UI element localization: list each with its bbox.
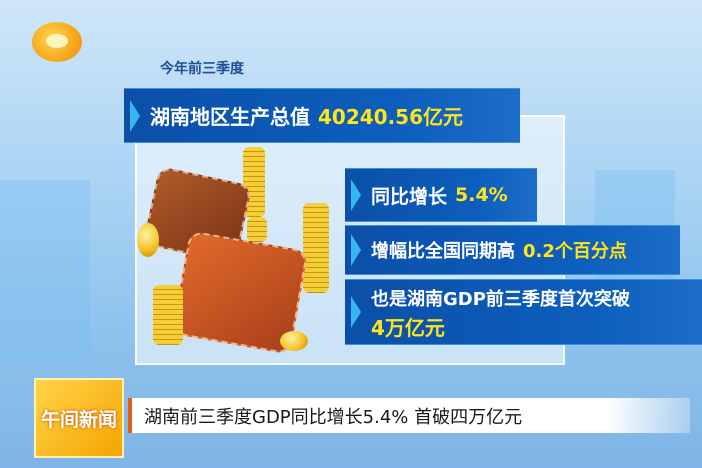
fact-value: 5.4%: [455, 184, 508, 206]
fact-label: 也是湖南GDP前三季度首次突破: [371, 289, 630, 310]
chevron-icon: [351, 179, 361, 211]
fact-value: 40240.56亿元: [318, 105, 464, 129]
fact-banner-gdp: 湖南地区生产总值 40240.56亿元: [124, 88, 520, 143]
fact-label: 增幅比全国同期高: [371, 241, 515, 262]
chevron-icon: [351, 234, 361, 266]
fact-banner-growth: 同比增长 5.4%: [345, 168, 537, 222]
fact-banner-milestone: 也是湖南GDP前三季度首次突破 4万亿元: [345, 279, 702, 345]
chevron-icon: [351, 296, 361, 328]
wallet-coins-illustration: [135, 145, 340, 360]
fact-banner-vs-national: 增幅比全国同期高 0.2个百分点: [345, 225, 680, 275]
fact-label: 湖南地区生产总值: [150, 105, 310, 129]
fact-value: 4万亿元: [371, 316, 445, 340]
channel-logo: [32, 22, 82, 62]
chevron-icon: [130, 99, 140, 132]
background-building: [0, 180, 90, 360]
headline-ticker: 湖南前三季度GDP同比增长5.4% 首破四万亿元: [128, 398, 690, 433]
fact-label: 同比增长: [371, 185, 448, 208]
period-subtitle: 今年前三季度: [160, 61, 244, 77]
program-tag: 午间新闻: [34, 378, 124, 458]
fact-value: 0.2个百分点: [523, 241, 627, 262]
